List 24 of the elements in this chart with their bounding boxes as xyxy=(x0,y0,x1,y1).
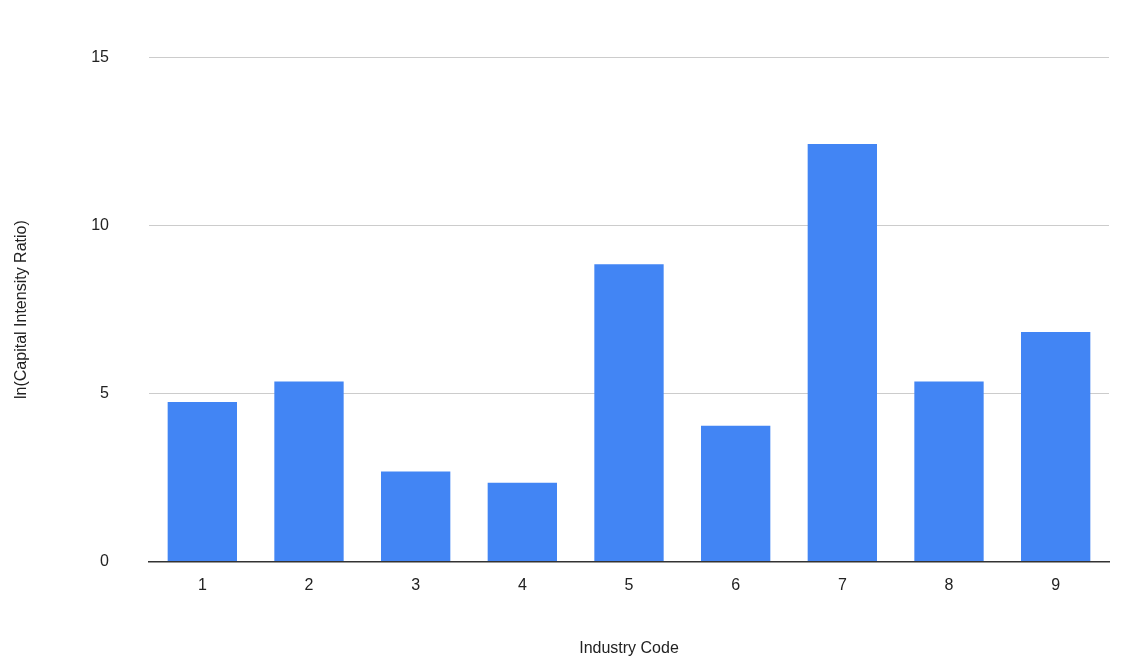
y-tick-label: 15 xyxy=(91,48,110,66)
x-tick-label: 5 xyxy=(624,575,634,593)
bar xyxy=(167,402,237,562)
y-tick-label: 5 xyxy=(100,384,110,402)
x-tick-label: 3 xyxy=(411,575,421,593)
x-tick-label: 2 xyxy=(304,575,314,593)
bar xyxy=(594,264,664,562)
bar xyxy=(701,425,771,562)
bar xyxy=(1021,332,1091,562)
bar xyxy=(914,381,984,562)
x-tick-label: 8 xyxy=(944,575,954,593)
x-tick-label: 9 xyxy=(1051,575,1061,593)
x-axis-title: Industry Code xyxy=(579,638,679,656)
x-tick-label: 7 xyxy=(837,575,847,593)
x-tick-label: 6 xyxy=(731,575,741,593)
y-axis-title: ln(Capital Intensity Ratio) xyxy=(12,220,30,399)
bar xyxy=(274,381,344,562)
bar xyxy=(487,482,557,562)
x-tick-label: 4 xyxy=(517,575,527,593)
y-tick-label: 10 xyxy=(91,216,110,234)
x-tick-label: 1 xyxy=(197,575,207,593)
bar xyxy=(807,143,877,562)
y-tick-label: 0 xyxy=(100,552,110,570)
bar xyxy=(381,471,451,562)
